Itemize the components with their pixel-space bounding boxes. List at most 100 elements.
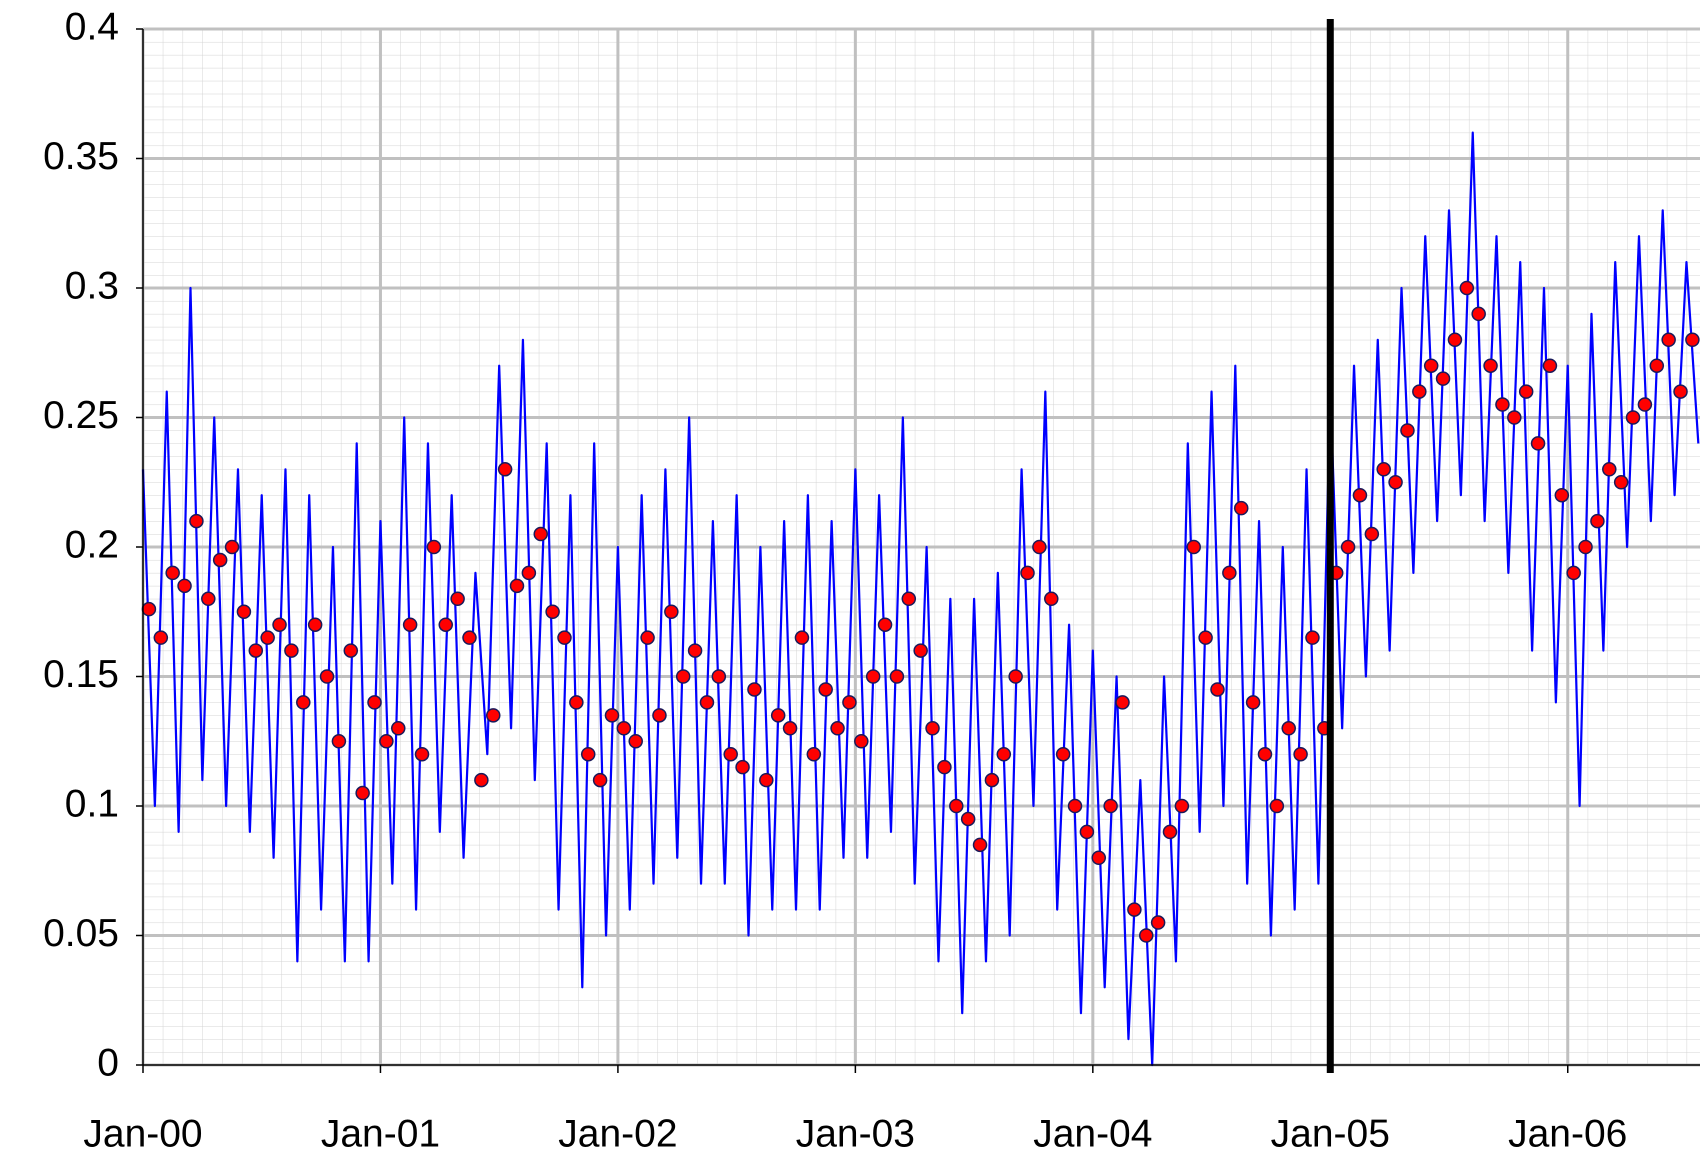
x-tick-label: Jan-05: [1271, 1112, 1390, 1155]
data-point: [1661, 332, 1676, 348]
data-point: [984, 772, 1000, 788]
data-point: [1174, 798, 1190, 814]
data-point: [355, 785, 370, 801]
data-point: [1447, 332, 1463, 348]
y-tick-label: 0.3: [65, 264, 119, 307]
data-point: [723, 746, 738, 762]
data-point: [521, 565, 537, 581]
data-point: [1554, 487, 1570, 503]
data-point: [165, 565, 180, 581]
data-point: [1293, 746, 1308, 762]
data-point: [462, 630, 477, 645]
y-tick-label: 0.1: [65, 782, 119, 825]
data-point: [153, 630, 169, 645]
data-point: [533, 526, 548, 542]
data-point: [1625, 410, 1641, 425]
data-point: [545, 604, 560, 619]
data-point: [189, 513, 204, 529]
data-point: [1613, 475, 1629, 490]
data-point: [889, 669, 905, 684]
data-point: [485, 708, 501, 723]
data-point: [212, 552, 228, 568]
data-point: [842, 695, 857, 710]
data-point: [1233, 500, 1249, 516]
data-point: [1542, 358, 1558, 373]
data-point: [557, 630, 572, 645]
x-tick-label: Jan-01: [321, 1112, 440, 1155]
data-point: [1673, 384, 1688, 399]
data-point: [272, 617, 287, 632]
data-point: [854, 734, 869, 749]
data-point: [1376, 462, 1391, 477]
y-tick-label: 0.25: [43, 394, 119, 437]
data-point: [474, 772, 489, 788]
data-point: [1423, 358, 1439, 373]
data-point: [1364, 526, 1380, 542]
y-tick-label: 0.15: [43, 653, 119, 696]
data-point: [1435, 371, 1451, 386]
data-point: [1044, 591, 1059, 607]
data-point: [414, 746, 430, 762]
data-point: [331, 734, 347, 749]
data-point: [580, 746, 596, 762]
data-point: [1483, 358, 1498, 373]
data-point: [1281, 721, 1296, 736]
data-point: [569, 695, 584, 710]
y-tick-label: 0.35: [43, 135, 119, 178]
data-point: [1222, 565, 1237, 581]
data-point: [949, 798, 964, 814]
data-point: [972, 837, 988, 853]
data-point: [913, 643, 928, 658]
data-point: [1150, 915, 1166, 930]
y-tick-label: 0.4: [65, 5, 119, 48]
data-point: [1352, 487, 1368, 503]
data-point: [1162, 824, 1178, 840]
data-point: [438, 617, 454, 632]
data-point: [675, 669, 691, 684]
data-point: [1305, 630, 1320, 645]
data-point: [1388, 475, 1403, 490]
data-point: [1020, 565, 1035, 581]
data-point: [426, 539, 442, 555]
data-point: [1245, 695, 1261, 710]
data-point: [1566, 565, 1581, 581]
data-point: [509, 578, 525, 594]
data-point: [1257, 746, 1273, 762]
data-point: [699, 695, 715, 710]
data-point: [1340, 539, 1356, 555]
data-point: [450, 591, 465, 607]
data-point: [782, 721, 798, 736]
data-point: [1198, 630, 1213, 645]
data-point: [201, 591, 216, 607]
data-point: [1139, 928, 1154, 943]
data-point: [1495, 397, 1510, 412]
data-point: [1103, 798, 1118, 814]
data-point: [1055, 746, 1071, 762]
data-point: [652, 708, 667, 723]
data-point: [1507, 410, 1522, 425]
data-point: [1079, 824, 1095, 840]
data-point: [1459, 280, 1475, 296]
data-point: [865, 669, 881, 684]
data-point: [1127, 902, 1142, 917]
data-point: [830, 721, 845, 736]
data-point: [996, 746, 1012, 762]
x-tick-label: Jan-04: [1033, 1112, 1152, 1155]
y-tick-label: 0: [97, 1041, 119, 1084]
data-point: [260, 630, 275, 645]
x-tick-label: Jan-00: [83, 1112, 202, 1155]
x-tick-label: Jan-06: [1508, 1112, 1627, 1155]
data-point: [1602, 462, 1617, 477]
data-point: [806, 746, 822, 762]
data-point: [1067, 798, 1083, 814]
data-point: [1400, 423, 1415, 438]
data-point: [307, 617, 323, 632]
data-point: [1091, 850, 1107, 866]
y-tick-label: 0.2: [65, 523, 119, 566]
data-point: [1412, 384, 1427, 399]
data-point: [794, 630, 810, 645]
data-point: [343, 643, 359, 658]
data-point: [1269, 798, 1285, 814]
data-point: [770, 708, 786, 723]
